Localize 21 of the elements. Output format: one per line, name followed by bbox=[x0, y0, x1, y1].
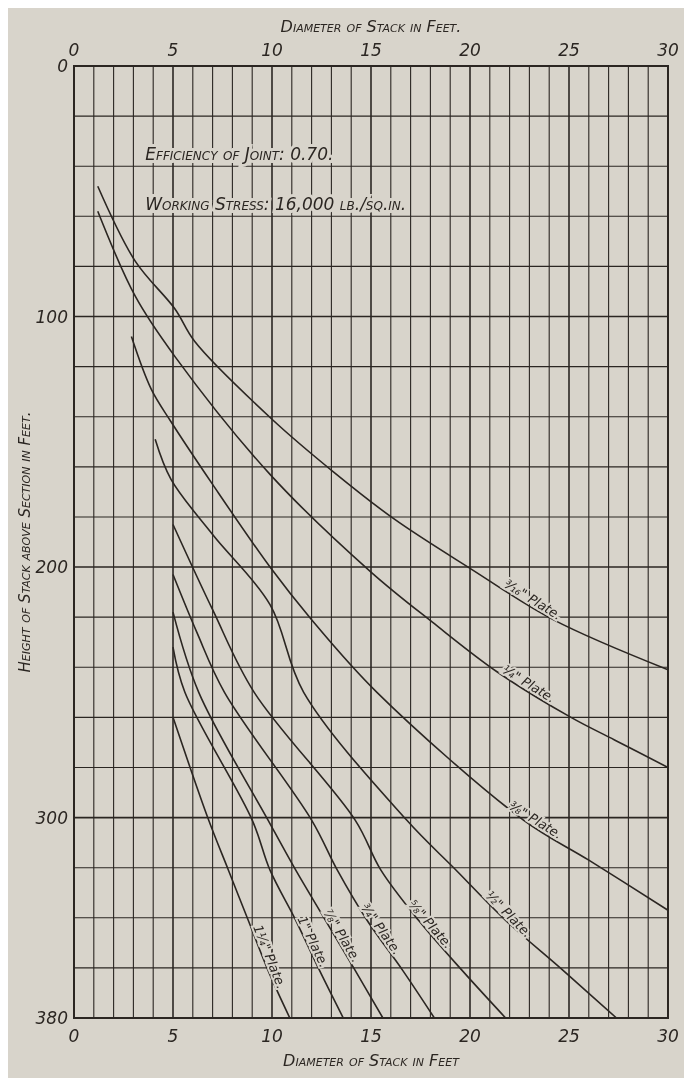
y-tick-label: 380 bbox=[35, 1008, 68, 1028]
x-tick-label: 10 bbox=[261, 40, 283, 60]
x-tick-label: 20 bbox=[459, 40, 481, 60]
y-axis-title: Height of Stack above Section in Feet. bbox=[16, 411, 34, 673]
x2-tick-label: 20 bbox=[459, 1026, 481, 1046]
y-tick-label: 200 bbox=[35, 557, 68, 578]
x2-tick-label: 5 bbox=[167, 1026, 179, 1046]
text: 1¼" Plate. bbox=[250, 922, 290, 991]
y-tick-label: 0 bbox=[57, 56, 68, 76]
x2-tick-label: 25 bbox=[558, 1026, 580, 1046]
x2-tick-label: 30 bbox=[657, 1026, 679, 1046]
x-tick-label: 25 bbox=[558, 40, 580, 60]
y-tick-label: 100 bbox=[35, 306, 68, 327]
x-axis-title: Diameter of Stack in Feet bbox=[283, 1051, 461, 1070]
x-tick-label: 5 bbox=[167, 40, 179, 60]
x-tick-label: 30 bbox=[657, 40, 679, 60]
x2-tick-label: 10 bbox=[261, 1026, 283, 1046]
x-tick-label: 15 bbox=[360, 40, 382, 60]
y-tick-label: 300 bbox=[35, 807, 68, 828]
x2-tick-label: 15 bbox=[360, 1026, 382, 1046]
x2-axis-title: Diameter of Stack in Feet. bbox=[280, 17, 462, 36]
